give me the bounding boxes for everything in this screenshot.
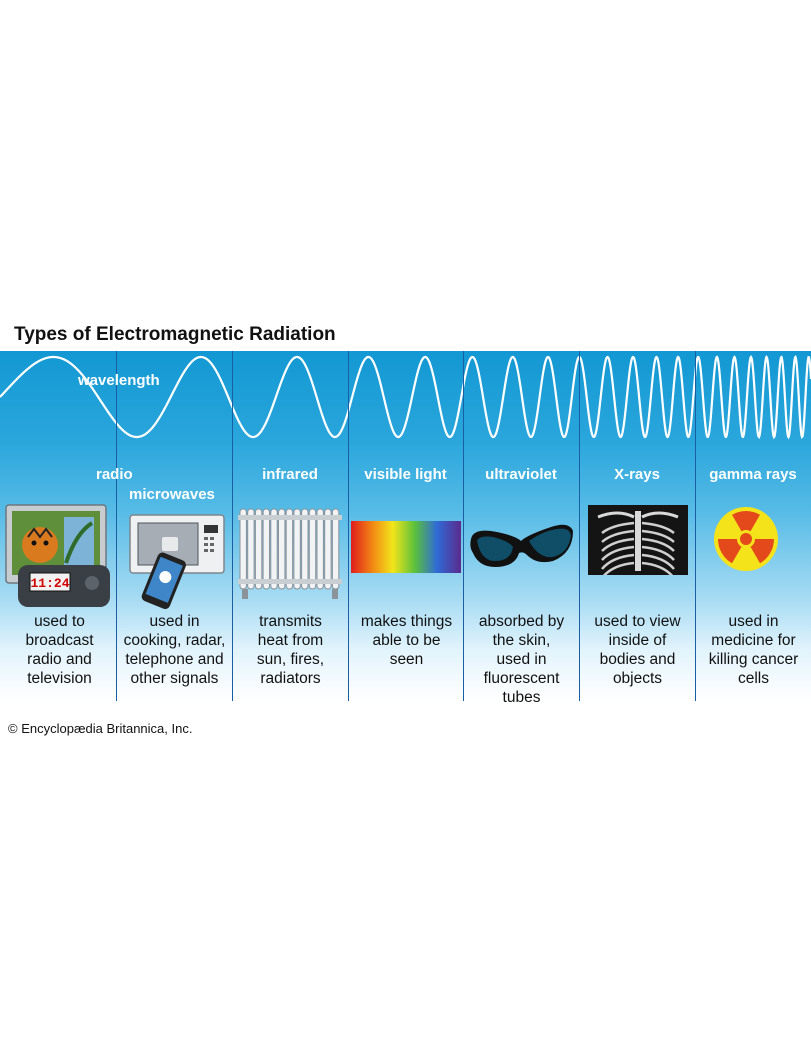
category-gamma-rays: gamma rays	[709, 466, 797, 483]
divider-3	[348, 351, 349, 701]
divider-1	[116, 351, 117, 701]
description-visible-light: makes things able to be seen	[349, 612, 464, 669]
description-line: telephone and	[125, 651, 224, 668]
description-line: television	[27, 670, 92, 687]
divider-6	[695, 351, 696, 701]
description-line: bodies and	[599, 651, 676, 668]
description-line: heat from	[257, 632, 324, 649]
copyright-credit: © Encyclopædia Britannica, Inc.	[8, 721, 193, 736]
description-line: medicine for	[711, 632, 796, 649]
description-line: used to view	[594, 613, 681, 630]
category-x-rays: X-rays	[614, 466, 660, 483]
wavelength-label: wavelength	[78, 372, 160, 389]
description-line: cooking, radar,	[123, 632, 226, 649]
diagram-title: Types of Electromagnetic Radiation	[14, 324, 336, 345]
radiator-icon	[238, 508, 342, 599]
tv-radio-icon: 11:24	[5, 504, 110, 607]
divider-2	[232, 351, 233, 701]
category-infrared: infrared	[262, 466, 318, 483]
description-line: used to	[34, 613, 85, 630]
description-line: seen	[389, 651, 424, 668]
description-line: makes things	[360, 613, 453, 630]
description-line: fluorescent	[483, 670, 560, 687]
xray-chest-icon	[588, 505, 688, 575]
description-line: sun, fires,	[256, 651, 325, 668]
microwave-phone-icon	[129, 514, 225, 609]
description-line: radio and	[27, 651, 92, 668]
description-line: killing cancer	[708, 651, 799, 668]
description-line: absorbed by	[478, 613, 565, 630]
wave-line	[0, 354, 811, 440]
description-line: broadcast	[25, 632, 94, 649]
sunglasses-icon	[470, 524, 573, 567]
description-infrared: transmits heat from sun, fires, radiators	[233, 612, 348, 688]
radiation-icon	[714, 507, 778, 571]
description-line: transmits	[259, 613, 322, 630]
description-line: radiators	[260, 670, 321, 687]
description-line: used in	[149, 613, 200, 630]
description-line: inside of	[608, 632, 667, 649]
description-line: able to be	[372, 632, 441, 649]
description-line: used in	[728, 613, 779, 630]
description-x-rays: used to view inside of bodies and objects	[580, 612, 695, 688]
category-radio: radio	[96, 466, 133, 483]
description-line: used in	[496, 651, 547, 668]
description-line: tubes	[502, 689, 541, 706]
divider-4	[463, 351, 464, 701]
category-microwaves: microwaves	[129, 486, 215, 503]
spectrum-icon	[351, 521, 461, 573]
description-line: objects	[612, 670, 663, 687]
description-line: cells	[737, 670, 769, 687]
description-gamma-rays: used in medicine for killing cancer cells	[696, 612, 811, 688]
svg-text:11:24: 11:24	[30, 576, 69, 591]
divider-5	[579, 351, 580, 701]
description-ultraviolet: absorbed by the skin, used in fluorescent tu…	[464, 612, 579, 707]
spectrum-band: wavelength radio microwaves infrared vis…	[0, 351, 811, 706]
category-ultraviolet: ultraviolet	[485, 466, 557, 483]
description-line: the skin,	[492, 632, 551, 649]
description-radio: used to broadcast radio and television	[2, 612, 117, 688]
description-microwaves: used in cooking, radar, telephone and other…	[117, 612, 232, 688]
category-visible-light: visible light	[364, 466, 447, 483]
description-line: other signals	[130, 670, 219, 687]
